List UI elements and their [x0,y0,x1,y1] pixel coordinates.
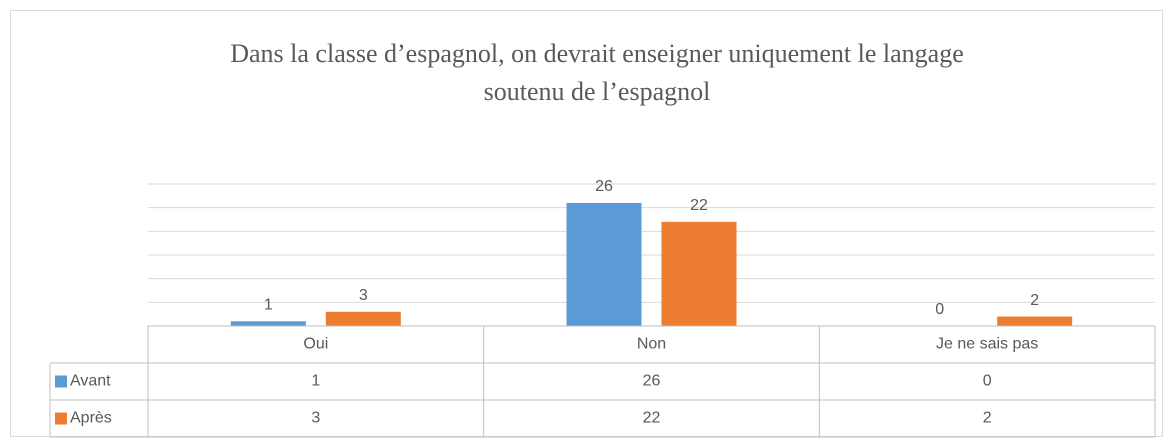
legend-swatch [55,412,67,425]
table-cell: 3 [311,410,320,427]
bar [325,311,401,326]
bar [566,202,642,326]
data-label: 1 [264,296,273,313]
x-tick-label: Non [637,336,666,353]
table-cell: 1 [311,373,320,390]
legend-label: Avant [70,373,111,390]
data-label: 3 [359,287,368,304]
bar [230,321,306,326]
table-cell: 2 [983,410,992,427]
chart-title: Dans la classe d’espagnol, on devrait en… [230,39,964,68]
bar [661,221,737,326]
data-label: 26 [595,178,613,195]
data-label: 0 [935,301,944,318]
table-cell: 22 [643,410,661,427]
table-cell: 0 [983,373,992,390]
data-label: 22 [690,197,708,214]
legend-label: Après [70,410,112,427]
table-cell: 26 [643,373,661,390]
data-label: 2 [1030,292,1039,309]
bar [997,316,1073,326]
chart-title: soutenu de l’espagnol [484,77,711,106]
x-tick-label: Je ne sais pas [936,336,1038,353]
x-tick-label: Oui [303,336,328,353]
legend-swatch [55,375,67,388]
